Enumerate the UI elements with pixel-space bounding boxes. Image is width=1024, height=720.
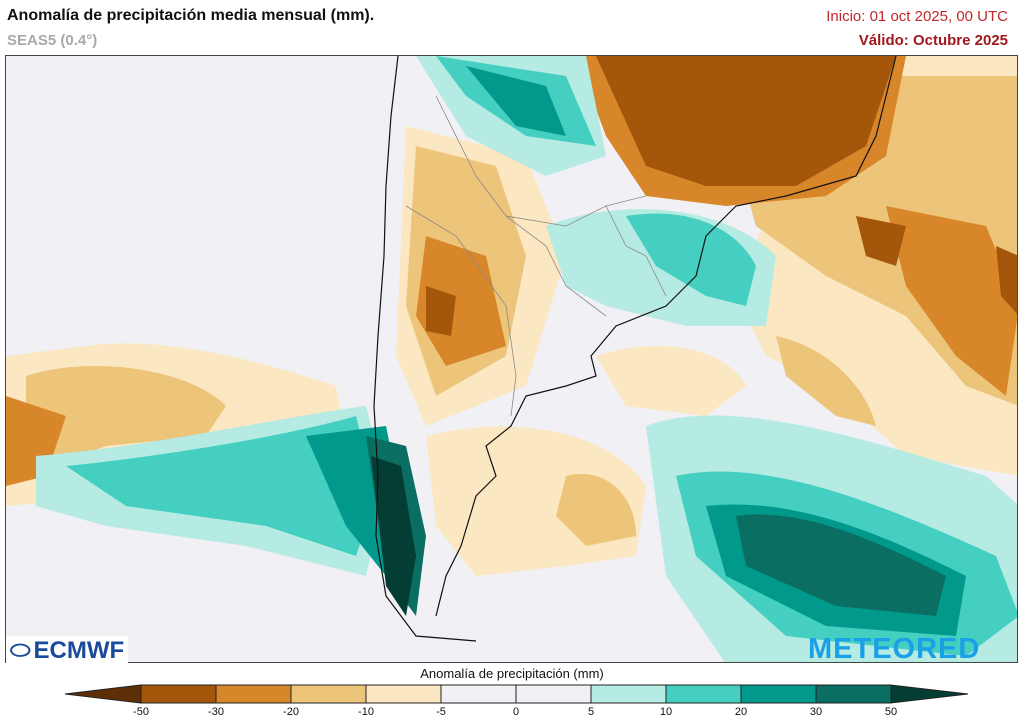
- colorbar-tick-label: -20: [283, 706, 299, 718]
- valid-period: Válido: Octubre 2025: [858, 32, 1008, 49]
- colorbar-tick-label: 30: [809, 706, 823, 718]
- colorbar-extend-low: [64, 684, 142, 704]
- colorbar-segment: [140, 684, 217, 704]
- colorbar-extend-high: [890, 684, 969, 704]
- colorbar-tick-label: -50: [133, 706, 149, 718]
- wet-anomaly-extreme: [371, 456, 416, 616]
- colorbar-segment: [740, 684, 817, 704]
- model-subtitle: SEAS5 (0.4°): [7, 32, 98, 49]
- colorbar-tick-label: 50: [884, 706, 898, 718]
- colorbar-tick-label: 0: [512, 706, 520, 718]
- colorbar-segment: [365, 684, 442, 704]
- ecmwf-emblem-icon: ⬭: [10, 637, 31, 664]
- colorbar-tick-label: 20: [734, 706, 748, 718]
- meteored-logo: METEORED: [808, 633, 981, 665]
- colorbar-segment: [290, 684, 367, 704]
- colorbar-tick-label: -5: [436, 706, 446, 718]
- colorbar-tick-label: 5: [587, 706, 595, 718]
- colorbar-segment: [590, 684, 667, 704]
- colorbar-tick-label: 10: [659, 706, 673, 718]
- colorbar-tick-label: -10: [358, 706, 374, 718]
- ecmwf-logo-text: ECMWF: [33, 637, 125, 664]
- coastline: [373, 56, 897, 642]
- map-title: Anomalía de precipitación media mensual …: [7, 7, 375, 24]
- anomaly-field: [6, 56, 1017, 662]
- colorbar-tick-label: -30: [208, 706, 224, 718]
- colorbar-segment: [815, 684, 892, 704]
- init-date: Inicio: 01 oct 2025, 00 UTC: [826, 8, 1008, 25]
- colorbar-segment: [665, 684, 742, 704]
- dry-anomaly-very-strong: [426, 56, 1017, 336]
- colorbar: [64, 684, 969, 704]
- colorbar-segment: [215, 684, 292, 704]
- ecmwf-logo: ⬭ ECMWF: [6, 636, 129, 666]
- colorbar-title: Anomalía de precipitación (mm): [420, 666, 604, 681]
- admin-borders: [405, 95, 667, 417]
- colorbar-segment: [515, 684, 592, 704]
- precipitation-anomaly-map: [5, 55, 1018, 663]
- colorbar-segment: [440, 684, 517, 704]
